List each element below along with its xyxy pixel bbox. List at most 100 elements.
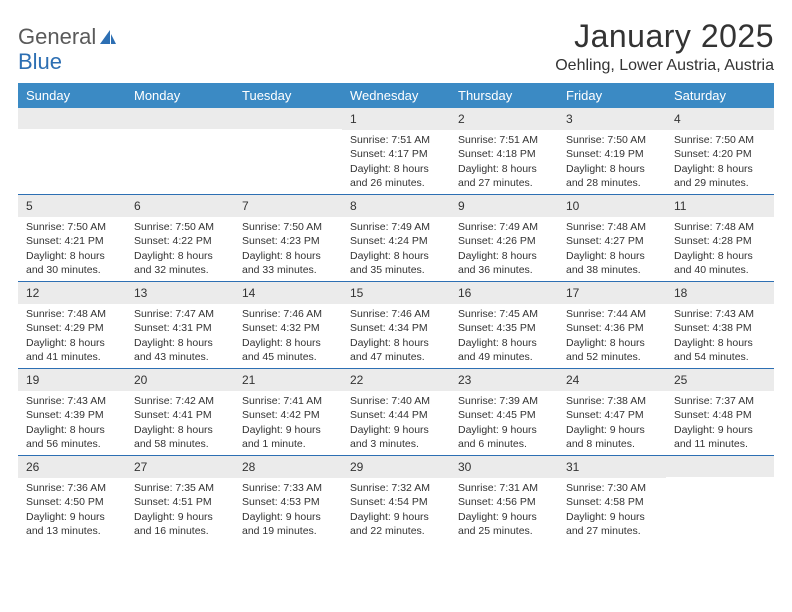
daylight-line2: and 49 minutes. bbox=[458, 350, 550, 364]
day-number: 23 bbox=[450, 369, 558, 391]
daylight-line2: and 43 minutes. bbox=[134, 350, 226, 364]
weekday-wednesday: Wednesday bbox=[342, 83, 450, 108]
day-details: Sunrise: 7:49 AMSunset: 4:26 PMDaylight:… bbox=[450, 217, 558, 281]
day-details: Sunrise: 7:50 AMSunset: 4:23 PMDaylight:… bbox=[234, 217, 342, 281]
daylight-line1: Daylight: 8 hours bbox=[674, 162, 766, 176]
calendar-cell: 4 Sunrise: 7:50 AMSunset: 4:20 PMDaylight… bbox=[666, 108, 774, 194]
day-details bbox=[234, 129, 342, 136]
sunset-text: Sunset: 4:51 PM bbox=[134, 495, 226, 509]
calendar-cell: 25Sunrise: 7:37 AMSunset: 4:48 PMDayligh… bbox=[666, 369, 774, 455]
sunrise-text: Sunrise: 7:50 AM bbox=[674, 133, 766, 147]
day-details: Sunrise: 7:42 AMSunset: 4:41 PMDaylight:… bbox=[126, 391, 234, 455]
sunrise-text: Sunrise: 7:36 AM bbox=[26, 481, 118, 495]
daylight-line1: Daylight: 9 hours bbox=[242, 510, 334, 524]
daylight-line1: Daylight: 8 hours bbox=[566, 249, 658, 263]
day-number: 3 bbox=[558, 108, 666, 130]
day-details: Sunrise: 7:39 AMSunset: 4:45 PMDaylight:… bbox=[450, 391, 558, 455]
sunset-text: Sunset: 4:44 PM bbox=[350, 408, 442, 422]
day-details: Sunrise: 7:32 AMSunset: 4:54 PMDaylight:… bbox=[342, 478, 450, 542]
sunset-text: Sunset: 4:32 PM bbox=[242, 321, 334, 335]
sunrise-text: Sunrise: 7:48 AM bbox=[566, 220, 658, 234]
day-number: 20 bbox=[126, 369, 234, 391]
daylight-line2: and 32 minutes. bbox=[134, 263, 226, 277]
sunrise-text: Sunrise: 7:35 AM bbox=[134, 481, 226, 495]
sunrise-text: Sunrise: 7:40 AM bbox=[350, 394, 442, 408]
sunset-text: Sunset: 4:34 PM bbox=[350, 321, 442, 335]
day-details: Sunrise: 7:46 AMSunset: 4:32 PMDaylight:… bbox=[234, 304, 342, 368]
daylight-line1: Daylight: 9 hours bbox=[26, 510, 118, 524]
sunrise-text: Sunrise: 7:33 AM bbox=[242, 481, 334, 495]
calendar-cell: 13Sunrise: 7:47 AMSunset: 4:31 PMDayligh… bbox=[126, 282, 234, 368]
sunrise-text: Sunrise: 7:50 AM bbox=[566, 133, 658, 147]
sunset-text: Sunset: 4:20 PM bbox=[674, 147, 766, 161]
daylight-line1: Daylight: 8 hours bbox=[350, 249, 442, 263]
daylight-line2: and 6 minutes. bbox=[458, 437, 550, 451]
sunrise-text: Sunrise: 7:42 AM bbox=[134, 394, 226, 408]
daylight-line2: and 54 minutes. bbox=[674, 350, 766, 364]
calendar-cell-empty bbox=[18, 108, 126, 194]
sunset-text: Sunset: 4:31 PM bbox=[134, 321, 226, 335]
daylight-line2: and 28 minutes. bbox=[566, 176, 658, 190]
sunrise-text: Sunrise: 7:38 AM bbox=[566, 394, 658, 408]
daylight-line1: Daylight: 9 hours bbox=[458, 423, 550, 437]
day-details: Sunrise: 7:48 AMSunset: 4:28 PMDaylight:… bbox=[666, 217, 774, 281]
daylight-line2: and 1 minute. bbox=[242, 437, 334, 451]
day-number: 14 bbox=[234, 282, 342, 304]
day-number: 2 bbox=[450, 108, 558, 130]
sunrise-text: Sunrise: 7:31 AM bbox=[458, 481, 550, 495]
sunset-text: Sunset: 4:45 PM bbox=[458, 408, 550, 422]
day-details: Sunrise: 7:44 AMSunset: 4:36 PMDaylight:… bbox=[558, 304, 666, 368]
daylight-line1: Daylight: 9 hours bbox=[350, 510, 442, 524]
calendar-cell: 10Sunrise: 7:48 AMSunset: 4:27 PMDayligh… bbox=[558, 195, 666, 281]
sunrise-text: Sunrise: 7:32 AM bbox=[350, 481, 442, 495]
day-details: Sunrise: 7:40 AMSunset: 4:44 PMDaylight:… bbox=[342, 391, 450, 455]
calendar-cell: 5Sunrise: 7:50 AMSunset: 4:21 PMDaylight… bbox=[18, 195, 126, 281]
day-number bbox=[126, 108, 234, 129]
day-details: Sunrise: 7:37 AMSunset: 4:48 PMDaylight:… bbox=[666, 391, 774, 455]
calendar-cell: 26Sunrise: 7:36 AMSunset: 4:50 PMDayligh… bbox=[18, 456, 126, 542]
daylight-line1: Daylight: 8 hours bbox=[242, 249, 334, 263]
day-details: Sunrise: 7:48 AMSunset: 4:27 PMDaylight:… bbox=[558, 217, 666, 281]
daylight-line2: and 47 minutes. bbox=[350, 350, 442, 364]
day-number: 16 bbox=[450, 282, 558, 304]
calendar-cell: 12Sunrise: 7:48 AMSunset: 4:29 PMDayligh… bbox=[18, 282, 126, 368]
daylight-line1: Daylight: 8 hours bbox=[566, 336, 658, 350]
day-details: Sunrise: 7:51 AMSunset: 4:17 PMDaylight:… bbox=[342, 130, 450, 194]
calendar-cell: 9Sunrise: 7:49 AMSunset: 4:26 PMDaylight… bbox=[450, 195, 558, 281]
day-details bbox=[126, 129, 234, 136]
sunset-text: Sunset: 4:35 PM bbox=[458, 321, 550, 335]
daylight-line2: and 45 minutes. bbox=[242, 350, 334, 364]
day-details: Sunrise: 7:49 AMSunset: 4:24 PMDaylight:… bbox=[342, 217, 450, 281]
day-details: Sunrise: 7:43 AMSunset: 4:38 PMDaylight:… bbox=[666, 304, 774, 368]
sunrise-text: Sunrise: 7:37 AM bbox=[674, 394, 766, 408]
daylight-line1: Daylight: 9 hours bbox=[674, 423, 766, 437]
day-details: Sunrise: 7:51 AMSunset: 4:18 PMDaylight:… bbox=[450, 130, 558, 194]
sunset-text: Sunset: 4:54 PM bbox=[350, 495, 442, 509]
day-details: Sunrise: 7:48 AMSunset: 4:29 PMDaylight:… bbox=[18, 304, 126, 368]
weekday-monday: Monday bbox=[126, 83, 234, 108]
week-row: 1Sunrise: 7:51 AMSunset: 4:17 PMDaylight… bbox=[18, 108, 774, 194]
calendar-cell: 22Sunrise: 7:40 AMSunset: 4:44 PMDayligh… bbox=[342, 369, 450, 455]
day-details: Sunrise: 7:50 AMSunset: 4:22 PMDaylight:… bbox=[126, 217, 234, 281]
day-number: 8 bbox=[342, 195, 450, 217]
calendar-cell: 21Sunrise: 7:41 AMSunset: 4:42 PMDayligh… bbox=[234, 369, 342, 455]
day-number: 28 bbox=[234, 456, 342, 478]
week-row: 19Sunrise: 7:43 AMSunset: 4:39 PMDayligh… bbox=[18, 368, 774, 455]
daylight-line2: and 22 minutes. bbox=[350, 524, 442, 538]
sunrise-text: Sunrise: 7:50 AM bbox=[26, 220, 118, 234]
daylight-line1: Daylight: 8 hours bbox=[350, 162, 442, 176]
daylight-line2: and 27 minutes. bbox=[458, 176, 550, 190]
day-details: Sunrise: 7:47 AMSunset: 4:31 PMDaylight:… bbox=[126, 304, 234, 368]
daylight-line1: Daylight: 8 hours bbox=[134, 249, 226, 263]
week-row: 5Sunrise: 7:50 AMSunset: 4:21 PMDaylight… bbox=[18, 194, 774, 281]
calendar-cell: 17Sunrise: 7:44 AMSunset: 4:36 PMDayligh… bbox=[558, 282, 666, 368]
sunrise-text: Sunrise: 7:43 AM bbox=[26, 394, 118, 408]
sunrise-text: Sunrise: 7:46 AM bbox=[350, 307, 442, 321]
daylight-line2: and 16 minutes. bbox=[134, 524, 226, 538]
weekday-thursday: Thursday bbox=[450, 83, 558, 108]
day-number: 4 bbox=[666, 108, 774, 130]
sunrise-text: Sunrise: 7:49 AM bbox=[458, 220, 550, 234]
day-details: Sunrise: 7:30 AMSunset: 4:58 PMDaylight:… bbox=[558, 478, 666, 542]
sunrise-text: Sunrise: 7:49 AM bbox=[350, 220, 442, 234]
calendar-cell: 28Sunrise: 7:33 AMSunset: 4:53 PMDayligh… bbox=[234, 456, 342, 542]
